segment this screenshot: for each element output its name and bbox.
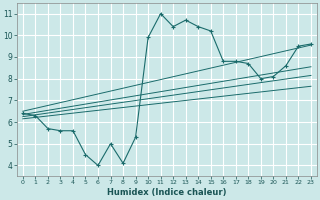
X-axis label: Humidex (Indice chaleur): Humidex (Indice chaleur) — [107, 188, 227, 197]
